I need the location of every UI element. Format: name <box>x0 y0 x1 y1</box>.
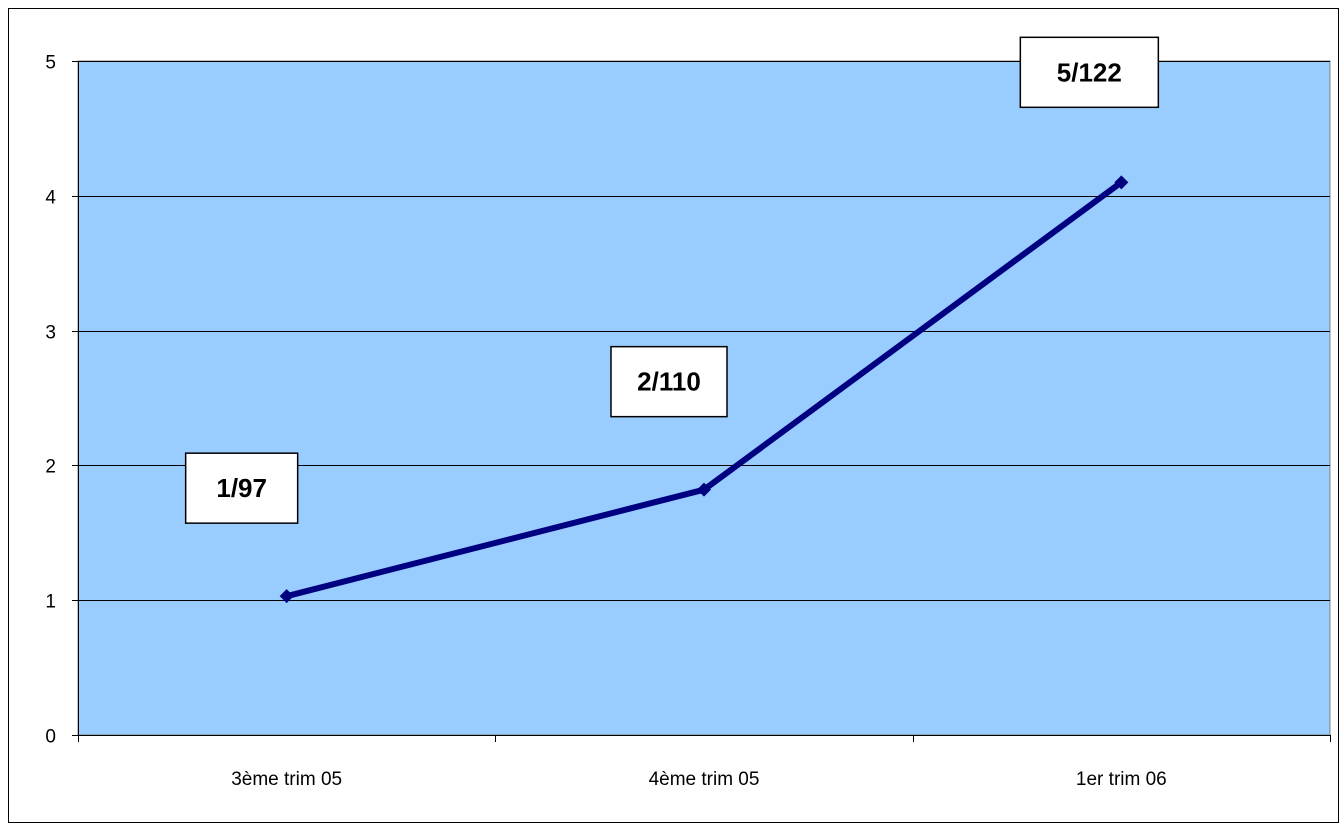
y-tick-label-1: 1 <box>45 592 56 613</box>
data-label-box-1: 2/110 <box>610 345 728 418</box>
data-label-background-2 <box>1019 36 1160 109</box>
data-label-2: 5/122 <box>1057 57 1122 87</box>
x-tick-label-0: 3ème trim 05 <box>231 769 342 790</box>
y-tick-label-3: 3 <box>45 323 56 344</box>
data-labels: 1/97 2/110 5/122 <box>184 36 1160 524</box>
data-point-1 <box>697 482 711 497</box>
data-point-2 <box>1114 175 1129 190</box>
data-label-1: 2/110 <box>637 367 701 397</box>
y-tick-label-4: 4 <box>45 188 56 209</box>
data-label-0: 1/97 <box>216 473 267 503</box>
x-tick-label-1: 4ème trim 05 <box>649 769 760 790</box>
x-tick-label-2: 1er trim 06 <box>1076 769 1167 790</box>
y-tick-label-5: 5 <box>45 53 56 74</box>
series <box>279 175 1129 604</box>
data-label-background-0 <box>184 452 299 524</box>
data-label-box-2: 5/122 <box>1019 36 1160 109</box>
y-tick-label-2: 2 <box>45 457 56 478</box>
axes: 0 1 2 3 4 5 3ème trim 05 4ème trim 05 1er trim 0… <box>45 53 1331 790</box>
data-point-0 <box>279 589 294 604</box>
y-tick-label-0: 0 <box>45 727 56 748</box>
data-label-box-0: 1/97 <box>184 452 299 524</box>
data-label-background-1 <box>610 345 728 418</box>
